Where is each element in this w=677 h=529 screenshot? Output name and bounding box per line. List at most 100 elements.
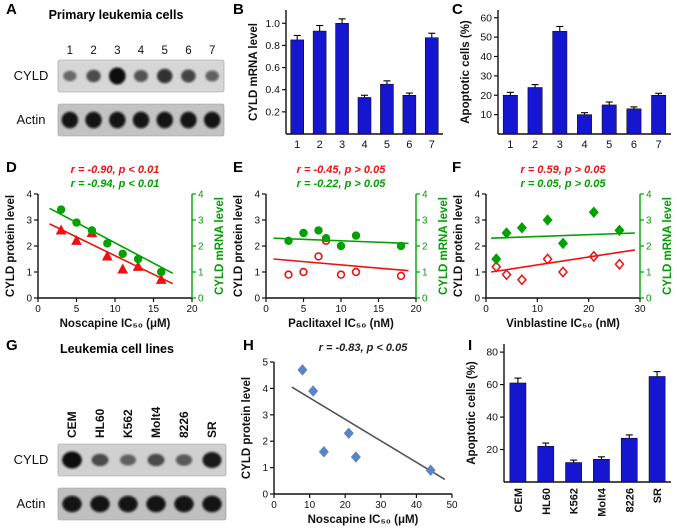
svg-text:SR: SR	[205, 421, 219, 438]
svg-text:Noscapine IC₅₀ (μM): Noscapine IC₅₀ (μM)	[308, 514, 419, 526]
panel-letter-c: C	[452, 1, 463, 18]
svg-text:3: 3	[557, 139, 563, 151]
svg-text:SR: SR	[652, 488, 664, 503]
svg-text:3: 3	[339, 139, 345, 151]
svg-text:Actin: Actin	[17, 496, 46, 511]
svg-text:1: 1	[507, 139, 513, 151]
svg-text:CYLD protein level: CYLD protein level	[233, 195, 245, 297]
svg-text:20: 20	[583, 304, 595, 315]
svg-text:1: 1	[262, 463, 268, 474]
chart-svg-C: 10 20 30 40 50 60 1 2 3 4 5 6 7 Apoptotic cells (%)	[460, 10, 671, 151]
chart-svg-I: 20 40 60 80 CEM HL60 K562 Molt4 8226 SR Apoptotic …	[466, 344, 671, 517]
svg-text:2: 2	[532, 139, 538, 151]
svg-text:0: 0	[646, 294, 652, 305]
panel-g-title: Leukemia cell lines	[60, 342, 174, 356]
svg-text:r = -0.90, p < 0.01: r = -0.90, p < 0.01	[71, 164, 160, 176]
svg-text:20: 20	[410, 304, 422, 315]
panel-letter-i: I	[468, 337, 473, 354]
svg-text:8226: 8226	[177, 411, 191, 438]
svg-text:4: 4	[361, 139, 367, 151]
svg-text:Paclitaxel IC₅₀ (nM): Paclitaxel IC₅₀ (nM)	[288, 318, 394, 330]
svg-text:4: 4	[198, 190, 204, 201]
svg-text:10: 10	[532, 304, 544, 315]
svg-text:Vinblastine IC₅₀ (nM): Vinblastine IC₅₀ (nM)	[506, 318, 620, 330]
svg-text:Apoptotic cells (%): Apoptotic cells (%)	[460, 20, 472, 124]
svg-text:CEM: CEM	[65, 411, 79, 438]
svg-text:0: 0	[35, 304, 41, 315]
svg-text:2: 2	[90, 45, 96, 57]
svg-text:0: 0	[422, 294, 428, 305]
svg-text:6: 6	[185, 45, 191, 57]
svg-text:80: 80	[486, 347, 498, 359]
svg-text:5: 5	[301, 304, 307, 315]
svg-text:2: 2	[422, 242, 428, 253]
svg-text:50: 50	[446, 500, 458, 511]
svg-text:6: 6	[631, 139, 637, 151]
svg-text:7: 7	[209, 45, 215, 57]
svg-text:r = -0.94, p < 0.01: r = -0.94, p < 0.01	[71, 178, 160, 190]
svg-text:Molt4: Molt4	[596, 487, 608, 517]
svg-text:10: 10	[335, 304, 347, 315]
svg-text:2: 2	[254, 242, 260, 253]
scatter-vinblastine-correlation: 0 10 20 30 0 0 1 1 2 2 3 3 4 4 r = 0.59, p > 0.05 r = 0…	[452, 160, 676, 332]
bar-chart-apoptotic-primary: 10 20 30 40 50 60 1 2 3 4 5 6 7 Apoptotic cells (%)	[458, 2, 674, 154]
svg-text:20: 20	[340, 500, 352, 511]
bar-chart-apoptotic-cell-lines: 20 40 60 80 CEM HL60 K562 Molt4 8226 SR Apoptotic …	[464, 336, 674, 528]
svg-text:7: 7	[656, 139, 662, 151]
panel-d-scatter: 0 5 10 15 20 0 0 1 1 2 2 3 3 4 4 r = -0.90, p < 0.01 r =…	[4, 160, 228, 332]
scatter-noscapine-correlation: 0 5 10 15 20 0 0 1 1 2 2 3 3 4 4 r = -0.90, p < 0.01 r =…	[4, 160, 228, 332]
svg-text:15: 15	[148, 304, 160, 315]
svg-text:0: 0	[198, 294, 204, 305]
svg-text:5: 5	[262, 358, 268, 369]
svg-text:5: 5	[384, 139, 390, 151]
svg-text:20: 20	[480, 90, 492, 102]
svg-text:HL60: HL60	[541, 488, 553, 515]
panel-letter-d: D	[6, 159, 17, 176]
svg-text:HL60: HL60	[93, 408, 107, 438]
svg-text:r = -0.22, p > 0.05: r = -0.22, p > 0.05	[297, 178, 387, 190]
svg-text:8226: 8226	[624, 488, 636, 512]
svg-text:K562: K562	[569, 488, 581, 514]
svg-text:30: 30	[634, 304, 646, 315]
svg-text:1: 1	[198, 268, 204, 279]
panel-b-bar-chart: 0.2 0.4 0.6 0.8 1.0 1 2 3 4 5 6 7 CYLD mRNA level	[246, 2, 446, 154]
svg-text:4: 4	[646, 190, 652, 201]
svg-text:40: 40	[411, 500, 423, 511]
svg-text:30: 30	[480, 70, 492, 82]
panel-h-scatter: 0 10 20 30 40 50 0 1 2 3 4 5 r = -0.83, p < 0.05 Nosc…	[240, 336, 460, 528]
scatter-paclitaxel-correlation: 0 5 10 15 20 0 0 1 1 2 2 3 3 4 4 r = -0.45, p > 0.05 r =…	[232, 160, 452, 332]
svg-text:0: 0	[26, 294, 32, 305]
svg-text:0.2: 0.2	[265, 106, 280, 118]
svg-text:CYLD protein level: CYLD protein level	[5, 195, 17, 297]
svg-text:4: 4	[26, 190, 32, 201]
svg-text:r = -0.45, p > 0.05: r = -0.45, p > 0.05	[297, 164, 387, 176]
svg-text:0.8: 0.8	[265, 40, 280, 52]
chart-svg-E: 0 5 10 15 200 01 12 23 34 4r = -0.45, p > 0.05r =…	[233, 164, 450, 330]
svg-text:1: 1	[646, 268, 652, 279]
svg-text:CEM: CEM	[513, 488, 525, 512]
bar-chart-cyld-mrna: 0.2 0.4 0.6 0.8 1.0 1 2 3 4 5 6 7 CYLD mRNA level	[246, 2, 446, 154]
svg-text:40: 40	[486, 412, 498, 424]
panel-i-bar-chart: 20 40 60 80 CEM HL60 K562 Molt4 8226 SR Apoptotic …	[464, 336, 674, 528]
svg-text:3: 3	[254, 216, 260, 227]
svg-text:5: 5	[74, 304, 80, 315]
svg-text:5: 5	[162, 45, 168, 57]
svg-text:0.6: 0.6	[265, 62, 280, 74]
svg-text:4: 4	[581, 139, 587, 151]
svg-text:1: 1	[26, 268, 32, 279]
svg-text:2: 2	[646, 242, 652, 253]
panel-g-western-blot: Leukemia cell lines CEM HL60 K562 Molt4 8226…	[4, 338, 230, 526]
svg-text:60: 60	[486, 379, 498, 391]
svg-text:CYLD mRNA level: CYLD mRNA level	[438, 197, 450, 295]
svg-text:0: 0	[483, 304, 489, 315]
svg-text:2: 2	[474, 242, 480, 253]
svg-text:3: 3	[262, 410, 268, 421]
svg-text:10: 10	[304, 500, 316, 511]
panel-c-bar-chart: 10 20 30 40 50 60 1 2 3 4 5 6 7 Apoptotic cells (%)	[458, 2, 674, 154]
svg-text:r = 0.59, p > 0.05: r = 0.59, p > 0.05	[520, 164, 606, 176]
svg-text:2: 2	[317, 139, 323, 151]
svg-text:40: 40	[480, 51, 492, 63]
svg-text:0.4: 0.4	[265, 84, 280, 96]
svg-text:CYLD mRNA level: CYLD mRNA level	[662, 197, 674, 295]
